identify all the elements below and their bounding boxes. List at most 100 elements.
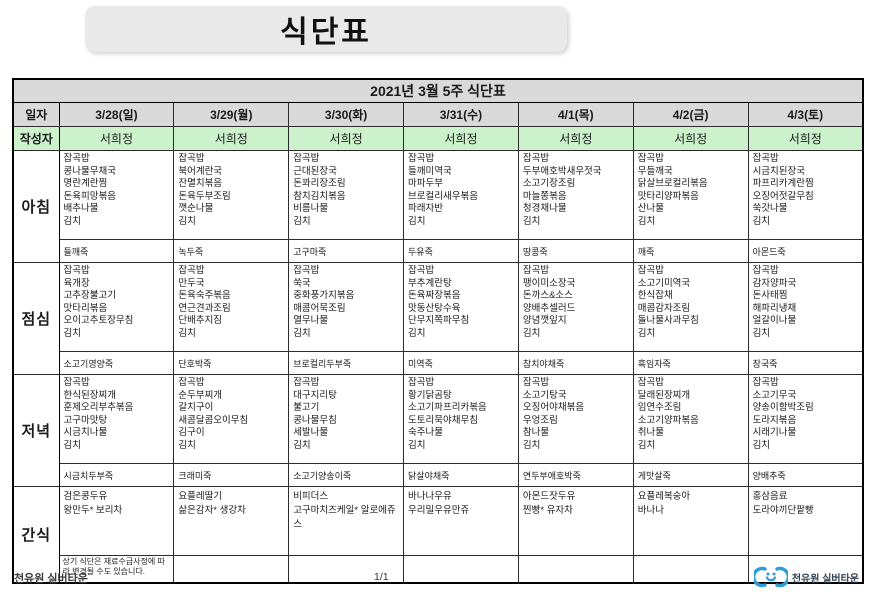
lunch-row-label: 점심 [12, 262, 60, 375]
menu-item: 브로컬리새우볶음 [408, 190, 478, 202]
breakfast-porridge-cell-6: 아몬드죽 [747, 239, 864, 263]
menu-item: 시래기나물 [752, 427, 797, 439]
snack-item: 왕만두* 보리차 [63, 504, 123, 516]
menu-item: 중화풍가지볶음 [293, 290, 355, 302]
author-cell-3: 서희정 [403, 126, 519, 151]
lunch-porridge-cell-6: 장국죽 [747, 351, 864, 375]
note-row-empty-cell-3 [403, 555, 519, 584]
snack-item: 고구마치즈케일* 알로에쥬스 [293, 504, 396, 530]
footer-facility-name: 천유원 실버타운 [14, 573, 88, 585]
dinner-menu-cell-5: 잡곡밥 달래된장찌개 임연수조림 소고기양파볶음 취나물 김치 [632, 374, 749, 464]
snack-item: 삶은감자* 생강차 [178, 504, 246, 516]
menu-item: 맛타리양파볶음 [637, 190, 699, 202]
menu-item: 참치김치볶음 [293, 190, 346, 202]
menu-item: 잡곡밥 [178, 153, 205, 164]
menu-item: 비름나물 [293, 203, 329, 215]
menu-item: 김치 [752, 327, 771, 339]
page-footer: 천유원 실버타운 1/1 천유원 실버타운 [0, 564, 875, 604]
note-row-empty-cell-6 [747, 555, 864, 584]
menu-item: 근대된장국 [293, 165, 337, 177]
menu-item: 김치 [522, 439, 541, 451]
footer-page-number: 1/1 [374, 571, 389, 583]
snack-cell-1: 요플레딸기 삶은감자* 생강차 [173, 486, 290, 556]
menu-item: 고추장불고기 [63, 290, 116, 302]
page-title: 식단표 [280, 16, 372, 49]
menu-item: 파래자반 [408, 203, 443, 215]
menu-item: 잡곡밥 [408, 153, 435, 164]
menu-item: 돌나물사과무침 [637, 315, 699, 327]
dinner-porridge-cell-5: 게맛살죽 [632, 463, 749, 487]
date-cell-0: 3/28(일) [58, 102, 175, 127]
menu-item: 소고기양파볶음 [637, 414, 699, 426]
menu-item: 오징어젓갈무침 [752, 190, 814, 202]
menu-item: 소고기무국 [752, 389, 797, 401]
date-cell-5: 4/2(금) [632, 102, 749, 127]
dinner-menu-cell-4: 잡곡밥 소고기탕국 오징어야채볶음 우엉조림 참나물 김치 [517, 374, 634, 464]
menu-item: 김치 [293, 439, 311, 451]
menu-item: 오징어야채볶음 [522, 402, 585, 414]
menu-item: 닭살브로컬리볶음 [637, 178, 708, 190]
menu-item: 김치 [178, 215, 196, 227]
menu-item: 세발나물 [293, 427, 329, 439]
dinner-menu-cell-6: 잡곡밥 소고기무국 양송이함박조림 도라지볶음 시래기나물 김치 [747, 374, 864, 464]
menu-item: 돈육짜장볶음 [408, 290, 461, 302]
lunch-menu-cell-5: 잡곡밥 소고기미역국 한식잡채 매콤감자조림 돌나물사과무침 김치 [632, 262, 749, 352]
author-cell-2: 서희정 [288, 126, 405, 151]
menu-item: 팽이미소장국 [522, 277, 576, 289]
menu-item: 잡곡밥 [293, 153, 320, 164]
menu-item: 마파두부 [408, 178, 443, 190]
menu-item: 김치 [522, 327, 541, 339]
date-row-label: 일자 [12, 102, 60, 127]
dinner-menu-cell-2: 잡곡밥 대구지리탕 불고기 콩나물무침 세발나물 김치 [288, 374, 405, 464]
menu-item: 참나물 [522, 427, 550, 439]
snack-item: 요플레복숭아 [637, 491, 691, 502]
menu-item: 돈사태찜 [752, 290, 788, 302]
snack-item: 바나나 [637, 504, 664, 516]
date-cell-2: 3/30(화) [288, 102, 405, 127]
menu-item: 훈제오리부추볶음 [63, 402, 134, 414]
lunch-menu-cell-0: 잡곡밥 육개장 고추장불고기 맛타리볶음 오이고추토장무침 김치 [58, 262, 175, 352]
menu-item: 청경채나물 [522, 203, 567, 215]
menu-item: 김치 [63, 327, 81, 339]
menu-item: 한식잡채 [637, 290, 673, 302]
author-cell-5: 서희정 [632, 126, 749, 151]
author-cell-0: 서희정 [58, 126, 175, 151]
menu-item: 연근견과조림 [178, 302, 231, 314]
menu-item: 잡곡밥 [752, 153, 779, 164]
lunch-menu-cell-2: 잡곡밥 쑥국 중화풍가지볶음 매콤어묵조림 열무나물 김치 [288, 262, 405, 352]
menu-item: 새콤달콤오이무침 [178, 414, 249, 426]
snack-item: 우리밀우유만쥬 [408, 504, 470, 516]
menu-item: 잡곡밥 [637, 377, 664, 388]
menu-item: 파프리카계란찜 [752, 178, 814, 190]
menu-item: 얼갈이나물 [752, 315, 797, 327]
menu-item: 잡곡밥 [293, 377, 320, 388]
menu-item: 김치 [637, 215, 656, 227]
dinner-porridge-cell-6: 양배추죽 [747, 463, 864, 487]
menu-item: 돈육피망볶음 [63, 190, 116, 202]
note-row-empty-cell-2 [288, 555, 405, 584]
menu-item: 김치 [178, 439, 196, 451]
lunch-porridge-cell-4: 참치야채죽 [517, 351, 634, 375]
footer-logo-text: 천유원 실버타운 [791, 573, 859, 585]
menu-item: 마늘쫑볶음 [522, 190, 567, 202]
menu-item: 순두부찌개 [178, 389, 223, 401]
menu-item: 단배추지짐 [178, 315, 223, 327]
snack-item: 홍삼음료 [752, 491, 788, 502]
menu-item: 양송이함박조림 [752, 402, 814, 414]
note-row-empty-cell-5 [632, 555, 749, 584]
author-cell-6: 서희정 [747, 126, 864, 151]
menu-item: 부추계란탕 [408, 277, 452, 289]
snack-item: 검은콩두유 [63, 491, 108, 502]
snack-item: 바나나우유 [408, 491, 452, 502]
menu-item: 잡곡밥 [293, 265, 320, 276]
lunch-porridge-cell-2: 브로컬리두부죽 [288, 351, 405, 375]
menu-item: 김치 [293, 215, 311, 227]
snack-cell-6: 홍삼음료 도라야끼단팥빵 [747, 486, 864, 556]
menu-item: 잡곡밥 [522, 377, 550, 388]
menu-item: 김치 [408, 439, 426, 451]
lunch-menu-cell-3: 잡곡밥 부추계란탕 돈육짜장볶음 맛동산탕수육 단무지쪽파무침 김치 [403, 262, 519, 352]
menu-item: 잡곡밥 [637, 153, 664, 164]
